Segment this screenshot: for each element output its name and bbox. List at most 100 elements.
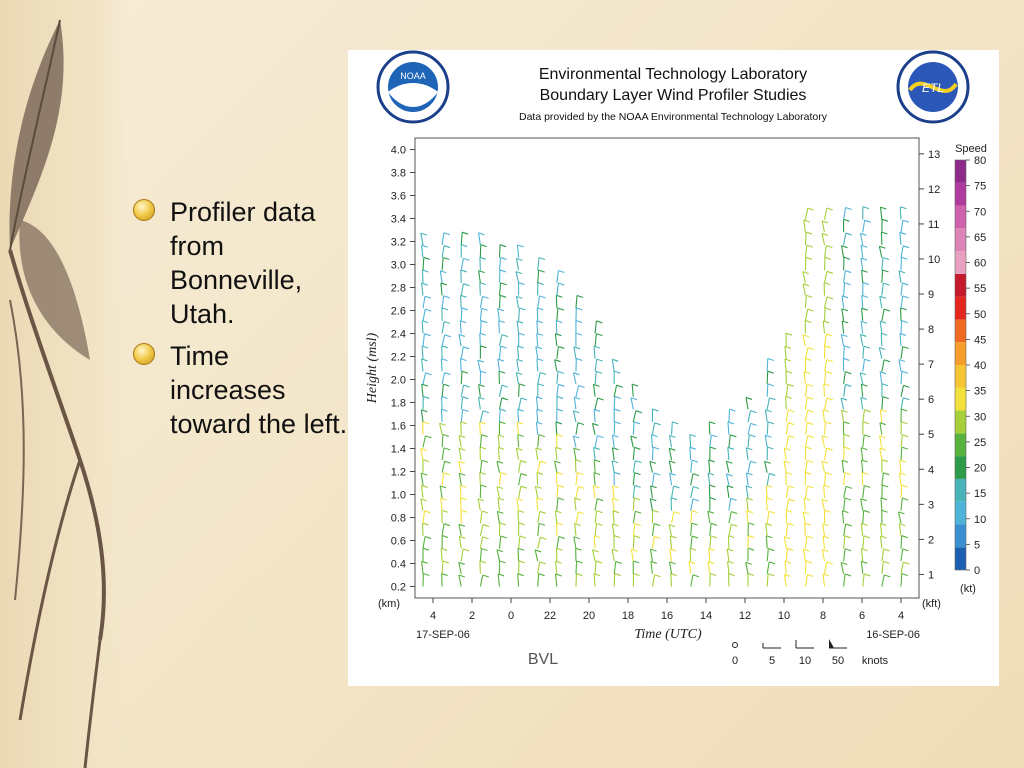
wind-barb [441, 560, 444, 574]
wind-barb [458, 524, 462, 537]
x-tick-label: 14 [700, 610, 712, 622]
wind-barb-flag [707, 561, 715, 565]
colorbar-segment [955, 228, 966, 252]
wind-barb [766, 561, 770, 574]
wind-barb [708, 421, 711, 435]
wind-barb-flag [479, 256, 487, 260]
wind-barb-flag [731, 511, 738, 515]
x-tick-label: 0 [508, 610, 514, 622]
wind-barb-flag [519, 383, 526, 387]
wind-barb-flag [879, 447, 886, 451]
wind-barb-flag [516, 371, 523, 376]
wind-barb [900, 397, 904, 410]
wind-barb [498, 346, 502, 359]
wind-barb [668, 435, 673, 448]
wind-barb-flag [803, 219, 810, 223]
wind-barb-flag [540, 536, 547, 540]
wind-barb [441, 245, 445, 258]
wind-barb-flag [844, 548, 852, 552]
wind-barb-flag [576, 357, 583, 362]
wind-barb [632, 472, 636, 486]
wind-barb-flag [708, 459, 715, 463]
wind-barb [611, 447, 615, 461]
y-tick-label: 1.0 [391, 490, 406, 502]
wind-barb-flag [439, 422, 446, 426]
wind-barb [651, 472, 655, 486]
wind-barb-flag [750, 460, 757, 464]
wind-barb-flag [424, 536, 432, 540]
wind-barb [881, 396, 884, 410]
wind-barb-flag [481, 320, 488, 324]
wind-barb [802, 511, 806, 524]
wind-barb [690, 535, 693, 549]
wind-barb-flag [575, 332, 582, 336]
wind-barb-flag [630, 397, 638, 401]
wind-barb-flag [519, 307, 526, 311]
wind-barb [593, 409, 596, 423]
wind-barb-flag [519, 535, 527, 539]
wind-barb [572, 372, 577, 385]
wind-barb [458, 473, 462, 486]
wind-barb-flag [443, 320, 451, 324]
wind-barb-flag [481, 547, 488, 552]
wind-barb-flag [482, 536, 489, 540]
wind-barb [591, 423, 596, 435]
wind-barb [441, 321, 445, 334]
wind-barb [458, 448, 462, 461]
barb-key-label: 50 [832, 655, 844, 667]
wind-barb-flag [864, 434, 871, 438]
wind-barb-flag [460, 497, 467, 501]
wind-barb-flag [673, 511, 681, 515]
barb-key-pennant [829, 639, 834, 648]
y-unit-right: (kft) [922, 598, 941, 610]
wind-barb [746, 497, 749, 511]
wind-barb-flag [537, 282, 544, 286]
wind-barb-flag [826, 397, 834, 401]
wind-barb [518, 473, 522, 486]
wind-barb [421, 384, 424, 397]
wind-barb [881, 269, 884, 283]
wind-barb-flag [880, 535, 887, 539]
wind-barb-flag [498, 320, 505, 324]
date-right: 16-SEP-06 [866, 629, 920, 641]
wind-barb-flag [821, 220, 829, 224]
wind-barb [765, 523, 768, 536]
wind-barb-flag [538, 269, 545, 273]
wind-barb-flag [861, 548, 868, 552]
wind-barb-flag [822, 523, 829, 527]
wind-barb-flag [769, 397, 776, 401]
wind-barb [804, 574, 808, 587]
station-label: BVL [528, 651, 558, 668]
wind-barb [516, 422, 520, 435]
wind-barb-flag [747, 572, 755, 577]
wind-barb [784, 561, 787, 574]
wind-barb [535, 396, 539, 410]
wind-barb-flag [726, 460, 733, 464]
wind-barb [823, 397, 828, 410]
wind-barb [420, 409, 424, 423]
wind-barb-flag [536, 471, 544, 475]
wind-barb-flag [884, 574, 891, 578]
wind-barb-flag [844, 497, 852, 501]
wind-barb [537, 434, 540, 448]
wind-barb-flag [592, 422, 599, 426]
wind-barb [727, 421, 730, 435]
wind-barb [823, 485, 826, 498]
wind-barb-flag [880, 371, 887, 375]
wind-barb [440, 358, 443, 372]
wind-barb-flag [555, 333, 562, 337]
wind-barb [537, 257, 540, 271]
wind-barb-flag [901, 446, 908, 450]
wind-barb [823, 371, 827, 385]
wind-barb-flag [555, 421, 563, 425]
wind-barb-flag [746, 447, 753, 451]
wind-barb [497, 573, 501, 587]
wind-barb [518, 383, 520, 397]
wind-barb-flag [500, 257, 507, 261]
wind-barb-flag [843, 256, 851, 260]
wind-barb-flag [861, 307, 868, 311]
wind-barb [555, 447, 558, 461]
wind-barb [879, 409, 883, 423]
wind-barb [726, 485, 730, 499]
wind-barb-flag [534, 549, 542, 553]
